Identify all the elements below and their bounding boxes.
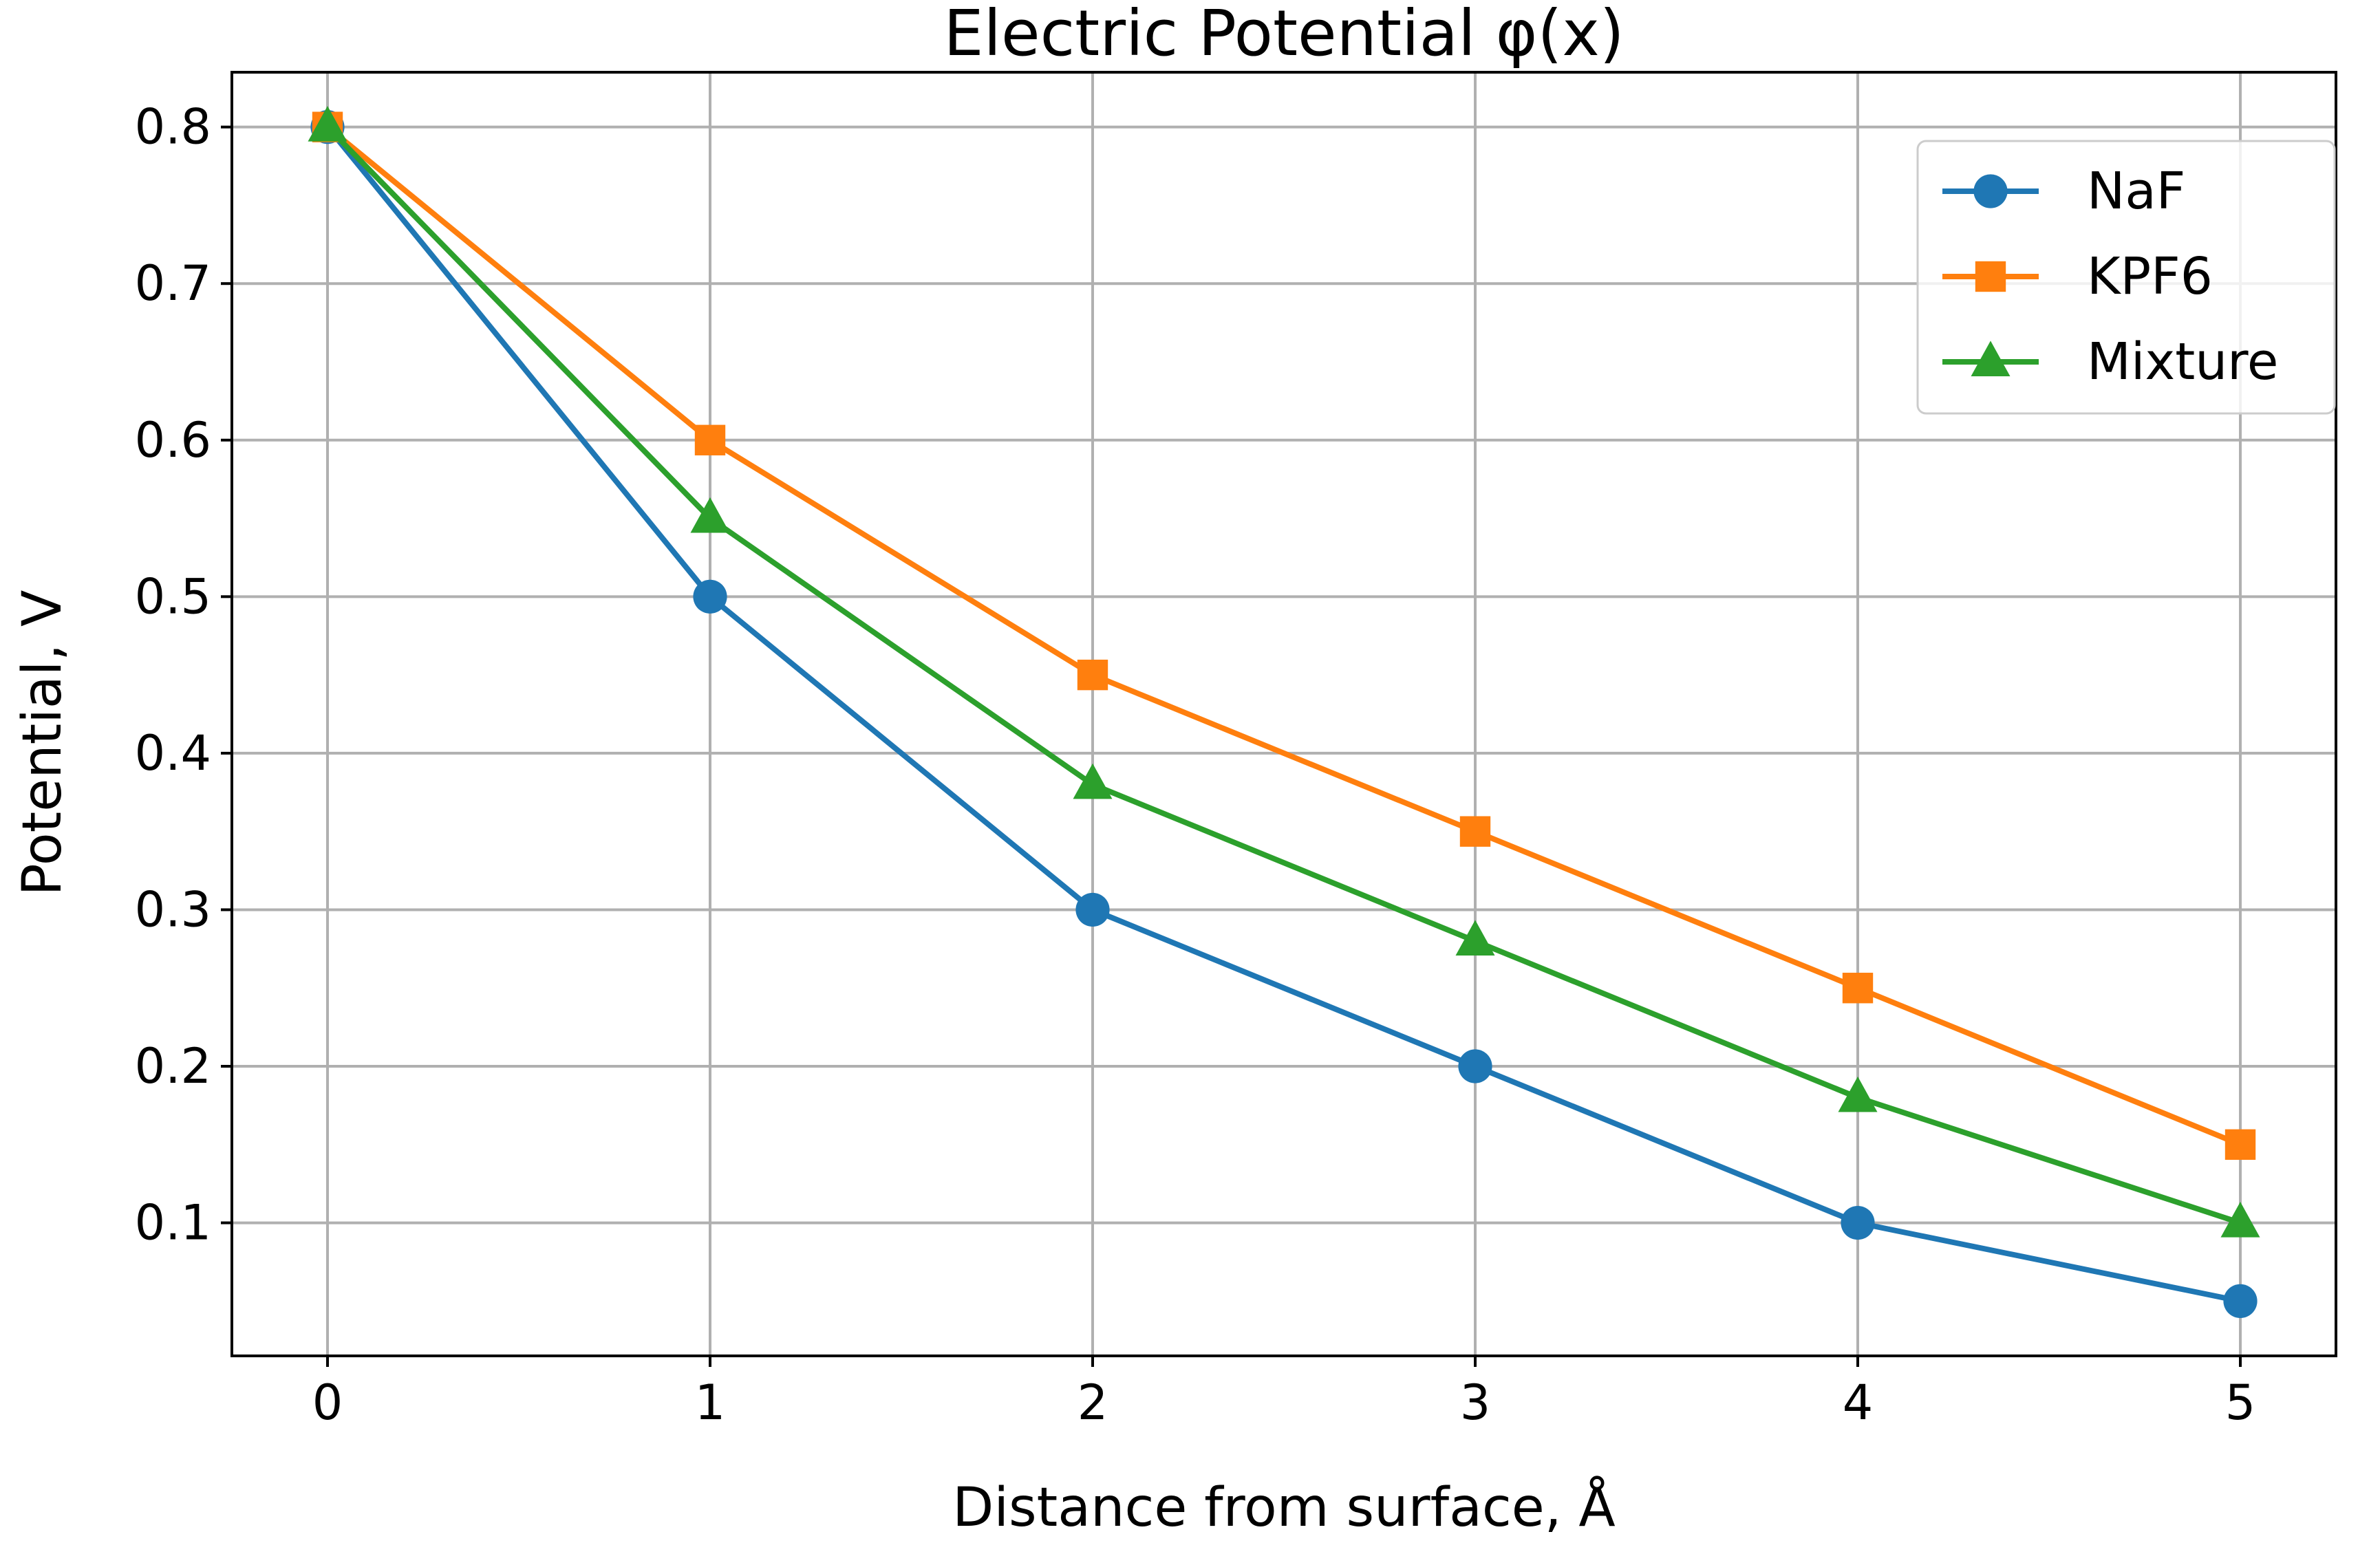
data-point <box>2220 1202 2260 1238</box>
plot-series <box>308 106 2260 1318</box>
legend-label: NaF <box>2087 162 2185 221</box>
y-tick-label: 0.7 <box>135 255 211 312</box>
legend-label: KPF6 <box>2087 247 2213 306</box>
y-tick-label: 0.4 <box>135 725 211 781</box>
y-axis-label: Potential, V <box>12 590 74 896</box>
axis-ticks: 0 1 2 3 4 5 0.1 0.2 0.3 0.4 0.5 0.6 0.7 0.8 <box>135 99 2256 1431</box>
legend-entry-kpf6: KPF6 <box>1942 247 2213 306</box>
legend-label: Mixture <box>2087 332 2278 391</box>
x-tick-label: 2 <box>1078 1374 1108 1431</box>
legend-marker <box>1971 341 2011 376</box>
y-tick-label: 0.5 <box>135 568 211 625</box>
y-tick-label: 0.2 <box>135 1038 211 1094</box>
data-point <box>1841 1205 1875 1240</box>
y-tick-label: 0.6 <box>135 412 211 468</box>
data-point <box>1075 892 1110 927</box>
data-point <box>1459 816 1491 847</box>
legend-box <box>1916 140 2336 415</box>
data-point <box>1458 1049 1492 1083</box>
x-axis-label: Distance from surface, Å <box>952 1476 1615 1539</box>
series-line <box>325 125 2242 1226</box>
x-tick-label: 4 <box>1843 1374 1874 1431</box>
plot-frame <box>231 71 2337 1357</box>
legend-marker <box>1973 174 2008 208</box>
legend-entry-mixture: Mixture <box>1942 332 2278 391</box>
data-point <box>690 497 730 533</box>
chart-title: Electric Potential φ(x) <box>943 0 1624 70</box>
y-tick-label: 0.1 <box>135 1195 211 1251</box>
data-point <box>1838 1076 1878 1112</box>
x-tick-label: 5 <box>2225 1374 2256 1431</box>
data-point <box>1842 973 1874 1004</box>
legend: NaF KPF6 Mixture <box>1916 140 2336 415</box>
data-point <box>1455 920 1495 956</box>
series-mixture <box>308 106 2260 1238</box>
data-point <box>1077 659 1108 691</box>
data-point <box>2224 1129 2256 1160</box>
x-tick-label: 0 <box>312 1374 343 1431</box>
x-tick-label: 1 <box>695 1374 726 1431</box>
series-line <box>325 125 2241 1304</box>
x-tick-label: 3 <box>1460 1374 1491 1431</box>
series-line <box>325 125 2242 1147</box>
data-point <box>694 424 726 455</box>
y-tick-label: 0.3 <box>135 881 211 938</box>
y-tick-label: 0.8 <box>135 99 211 155</box>
legend-marker <box>1975 261 2006 292</box>
legend-entry-naf: NaF <box>1942 162 2185 221</box>
data-point <box>2223 1284 2258 1318</box>
data-point <box>308 106 347 142</box>
data-point <box>1073 763 1113 799</box>
data-point <box>693 579 727 614</box>
